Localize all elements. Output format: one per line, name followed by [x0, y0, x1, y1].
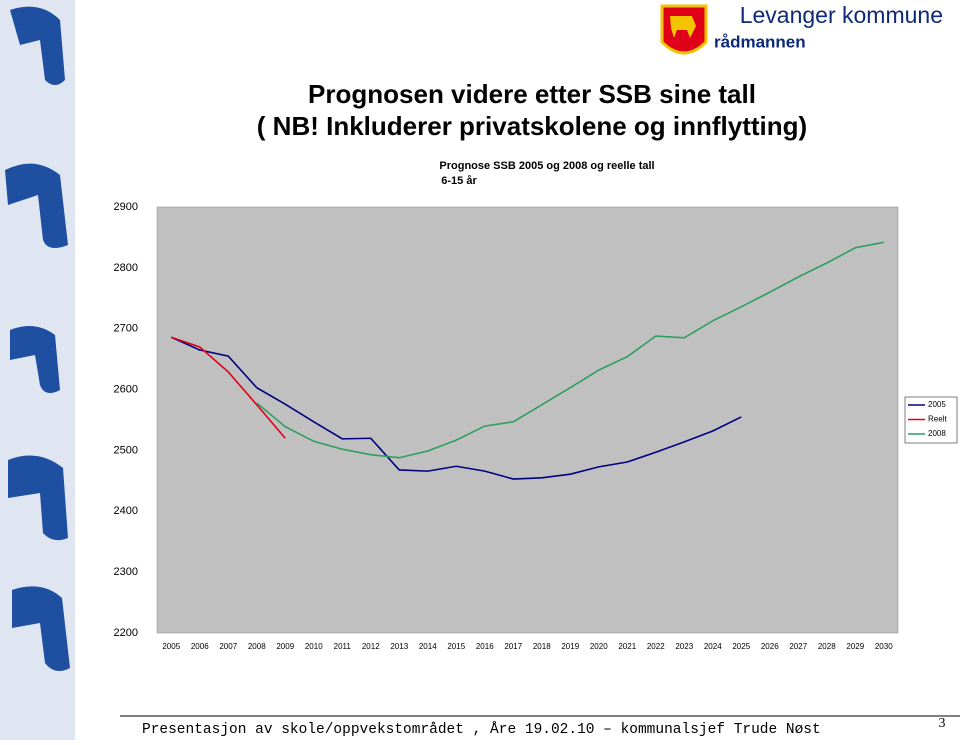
y-tick-label: 2400	[114, 505, 138, 517]
y-tick-label: 2300	[114, 566, 138, 578]
x-tick-label: 2018	[533, 642, 551, 651]
page-number: 3	[939, 716, 946, 731]
x-tick-label: 2005	[162, 642, 180, 651]
x-tick-label: 2010	[305, 642, 323, 651]
x-tick-label: 2009	[276, 642, 294, 651]
series-line	[170, 336, 286, 439]
org-name: Levanger kommune	[740, 2, 943, 28]
y-tick-label: 2500	[114, 444, 138, 456]
org-unit: rådmannen	[714, 32, 806, 51]
slide-title: ( NB! Inkluderer privatskolene og innfly…	[257, 111, 807, 141]
slide-title: Prognosen videre etter SSB sine tall	[308, 79, 756, 109]
series-line	[170, 336, 742, 480]
x-tick-label: 2013	[390, 642, 408, 651]
x-tick-label: 2029	[846, 642, 864, 651]
y-tick-label: 2600	[114, 383, 138, 395]
x-tick-label: 2025	[732, 642, 750, 651]
x-tick-label: 2028	[818, 642, 836, 651]
x-tick-label: 2021	[618, 642, 636, 651]
legend-label: 2005	[928, 400, 946, 409]
x-tick-label: 2017	[504, 642, 522, 651]
x-tick-label: 2020	[590, 642, 608, 651]
x-tick-label: 2015	[447, 642, 465, 651]
chart-title: Prognose SSB 2005 og 2008 og reelle tall	[439, 160, 654, 172]
decoration	[0, 0, 75, 740]
y-tick-label: 2200	[114, 627, 138, 639]
y-tick-label: 2800	[114, 262, 138, 274]
x-tick-label: 2024	[704, 642, 722, 651]
logo	[660, 4, 708, 55]
y-tick-label: 2700	[114, 323, 138, 335]
x-tick-label: 2026	[761, 642, 779, 651]
x-tick-label: 2014	[419, 642, 437, 651]
chart-subtitle: 6-15 år	[441, 175, 477, 187]
footer-text: Presentasjon av skole/oppvekstområdet , …	[142, 721, 821, 738]
x-tick-label: 2007	[219, 642, 237, 651]
x-tick-label: 2011	[334, 642, 352, 651]
legend-label: Reelt	[928, 415, 947, 424]
plot-area	[156, 206, 899, 634]
x-tick-label: 2030	[875, 642, 893, 651]
x-tick-label: 2006	[191, 642, 209, 651]
x-tick-label: 2016	[476, 642, 494, 651]
x-tick-label: 2023	[675, 642, 693, 651]
x-tick-label: 2019	[561, 642, 579, 651]
x-tick-label: 2022	[647, 642, 665, 651]
y-tick-label: 2900	[114, 201, 138, 213]
legend-label: 2008	[928, 429, 946, 438]
x-tick-label: 2008	[248, 642, 266, 651]
series-line	[256, 241, 884, 459]
x-tick-label: 2027	[789, 642, 807, 651]
chart: 2200 2300 2400 2500 2600 2700 2800 2900 2005 2006…	[114, 201, 958, 651]
x-tick-label: 2012	[362, 642, 380, 651]
